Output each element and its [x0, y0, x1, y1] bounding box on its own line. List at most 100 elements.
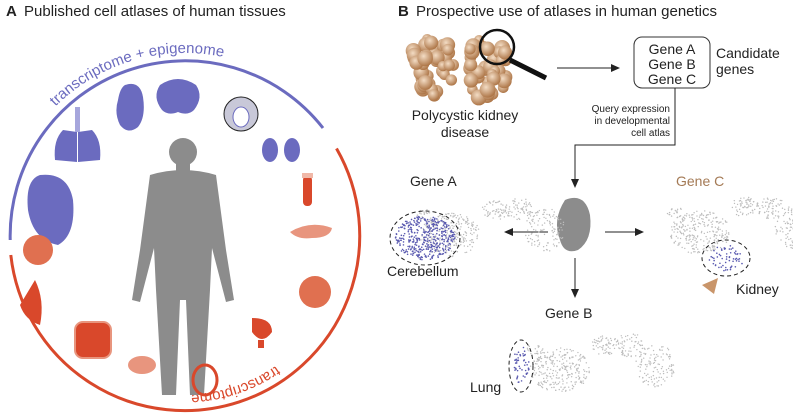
cell-dot: [575, 381, 577, 383]
cell-dot: [725, 241, 728, 243]
expressing-cell-dot: [515, 362, 518, 364]
cell-dot: [551, 226, 554, 228]
cyst: [445, 74, 458, 86]
cell-dot: [601, 335, 604, 337]
cell-dot: [790, 209, 793, 212]
cell-dot: [554, 228, 556, 231]
expressing-cell-dot: [724, 269, 727, 271]
cell-dot: [570, 381, 572, 383]
cell-dot: [697, 251, 699, 254]
cell-dot: [783, 220, 785, 223]
cell-dot: [560, 386, 562, 388]
cell-dot: [777, 203, 779, 205]
cell-dot: [690, 220, 692, 223]
cell-dot: [546, 242, 549, 244]
expressing-cell-dot: [410, 253, 412, 255]
cell-dot: [500, 203, 502, 205]
expressing-cell-dot: [418, 248, 421, 251]
cell-dot: [672, 364, 675, 366]
cell-dot: [431, 237, 433, 240]
cell-dot: [517, 207, 519, 210]
cell-dot: [670, 215, 673, 217]
cell-dot: [575, 363, 578, 366]
expressing-cell-dot: [425, 231, 427, 233]
cell-dot: [626, 339, 628, 341]
expressing-cell-dot: [416, 216, 419, 219]
cell-dot: [469, 232, 472, 235]
expressing-cell-dot: [439, 242, 441, 245]
cell-dot: [463, 245, 466, 247]
cell-dot: [497, 208, 499, 210]
cell-dot: [463, 219, 465, 221]
cell-dot: [596, 340, 599, 342]
cell-dot: [640, 358, 643, 361]
expressing-cell-dot: [514, 353, 516, 356]
cell-dot: [736, 210, 739, 213]
cell-dot: [534, 352, 536, 355]
cell-dot: [640, 340, 643, 342]
cell-dot: [789, 223, 791, 225]
expressing-cell-dot: [445, 237, 447, 239]
cell-dot: [766, 197, 769, 199]
cell-dot: [549, 359, 552, 361]
expressing-cell-dot: [398, 237, 401, 239]
cell-dot: [428, 211, 430, 214]
cell-dot: [624, 350, 627, 352]
cell-dot: [782, 231, 784, 233]
cell-dot: [552, 351, 554, 353]
expressing-cell-dot: [426, 222, 429, 225]
cell-dot: [644, 363, 647, 366]
cell-dot: [541, 365, 543, 367]
cell-dot: [450, 237, 453, 239]
cell-dot: [485, 209, 488, 212]
expressing-cell-dot: [416, 232, 419, 234]
cell-dot: [637, 365, 639, 368]
cell-dot: [702, 248, 704, 251]
cell-dot: [540, 360, 542, 363]
cell-dot: [785, 234, 787, 236]
expressing-cell-dot: [396, 242, 399, 244]
expressing-cell-dot: [428, 224, 430, 227]
cell-dot: [546, 219, 549, 222]
cell-dot: [531, 244, 533, 246]
cell-dot: [789, 229, 792, 231]
expressing-cell-dot: [710, 255, 713, 258]
cell-dot: [537, 234, 539, 237]
cell-dot: [662, 359, 664, 361]
cell-dot: [464, 222, 467, 224]
expressing-cell-dot: [434, 249, 437, 251]
cell-dot: [733, 199, 736, 202]
cerebellum-label: Cerebellum: [387, 263, 459, 279]
cell-dot: [455, 217, 457, 219]
cell-dot: [677, 244, 679, 246]
cell-dot: [559, 237, 561, 239]
cell-dot: [693, 212, 695, 214]
cell-dot: [444, 228, 446, 230]
expressing-cell-dot: [407, 222, 409, 224]
expressing-cell-dot: [728, 248, 731, 250]
cell-dot: [555, 377, 558, 379]
cell-dot: [696, 210, 698, 212]
cell-dot: [696, 215, 698, 217]
expressing-cell-dot: [432, 222, 435, 225]
cell-dot: [716, 234, 718, 237]
expressing-cell-dot: [411, 254, 414, 256]
cell-dot: [736, 203, 739, 206]
cell-dot: [494, 213, 496, 215]
cell-dot: [671, 226, 673, 228]
expressing-cell-dot: [413, 231, 416, 234]
cell-dot: [533, 222, 536, 224]
expressing-cell-dot: [732, 260, 734, 263]
cell-dot: [551, 208, 553, 211]
expressing-cell-dot: [411, 235, 413, 238]
cell-dot: [472, 241, 475, 244]
gene-b-label: Gene B: [545, 305, 592, 321]
cell-dot: [785, 245, 788, 248]
cell-dot: [552, 235, 554, 237]
expressing-cell-dot: [438, 253, 440, 256]
cell-dot: [712, 247, 714, 249]
cell-dot: [529, 213, 531, 215]
cell-dot: [722, 223, 724, 225]
expressing-cell-dot: [523, 350, 526, 353]
cell-dot: [745, 199, 747, 202]
